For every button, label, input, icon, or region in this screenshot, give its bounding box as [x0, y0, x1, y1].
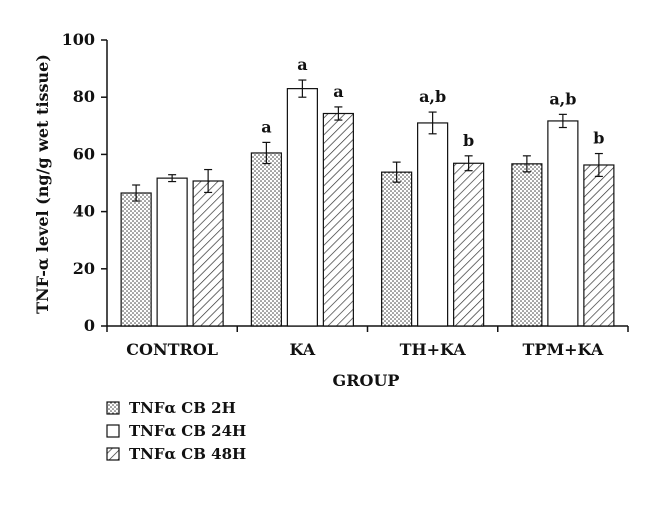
significance-label: a	[333, 82, 343, 101]
bar	[547, 120, 579, 327]
bar	[583, 164, 615, 327]
significance-annotations: a a a a,b b a,b b	[261, 55, 604, 150]
y-tick-label: 40	[73, 202, 95, 221]
y-tick-label: 60	[73, 144, 95, 163]
x-tick-label: KA	[290, 340, 316, 359]
significance-label: b	[593, 129, 604, 148]
y-tick-label: 80	[73, 87, 95, 106]
y-axis-label: TNF-α level (ng/g wet tissue)	[33, 54, 52, 314]
bar	[192, 180, 224, 327]
legend-label: TNFα CB 48H	[129, 445, 246, 463]
significance-label: b	[463, 131, 474, 150]
bars	[120, 88, 615, 327]
bar	[250, 152, 282, 327]
bar	[453, 162, 485, 327]
y-tick-label: 100	[62, 30, 95, 49]
significance-label: a	[261, 117, 271, 136]
significance-label: a	[297, 55, 307, 74]
legend-swatch	[106, 424, 120, 438]
bar	[417, 122, 449, 327]
y-tick-label: 20	[73, 259, 95, 278]
bar	[381, 171, 413, 327]
legend-swatch	[106, 401, 120, 415]
bar	[322, 112, 354, 327]
legend-label: TNFα CB 24H	[129, 422, 246, 440]
y-tick-label: 0	[84, 316, 95, 335]
bar	[120, 192, 152, 327]
x-tick-label: TPM+KA	[523, 340, 604, 359]
legend: TNFα CB 2H TNFα CB 24H TNFα CB 48H	[106, 399, 246, 463]
x-tick-label: CONTROL	[126, 340, 218, 359]
legend-label: TNFα CB 2H	[129, 399, 236, 417]
x-tick-label: TH+KA	[400, 340, 467, 359]
error-bars	[132, 79, 603, 202]
significance-label: a,b	[549, 89, 576, 108]
y-axis: 0 20 40 60 80 100	[62, 30, 108, 335]
bar	[286, 88, 318, 327]
x-axis-label: GROUP	[333, 371, 400, 390]
bar	[156, 177, 188, 327]
bar	[511, 163, 543, 327]
x-axis: CONTROL KA TH+KA TPM+KA	[106, 325, 629, 359]
significance-label: a,b	[419, 87, 446, 106]
legend-swatch	[106, 447, 120, 461]
